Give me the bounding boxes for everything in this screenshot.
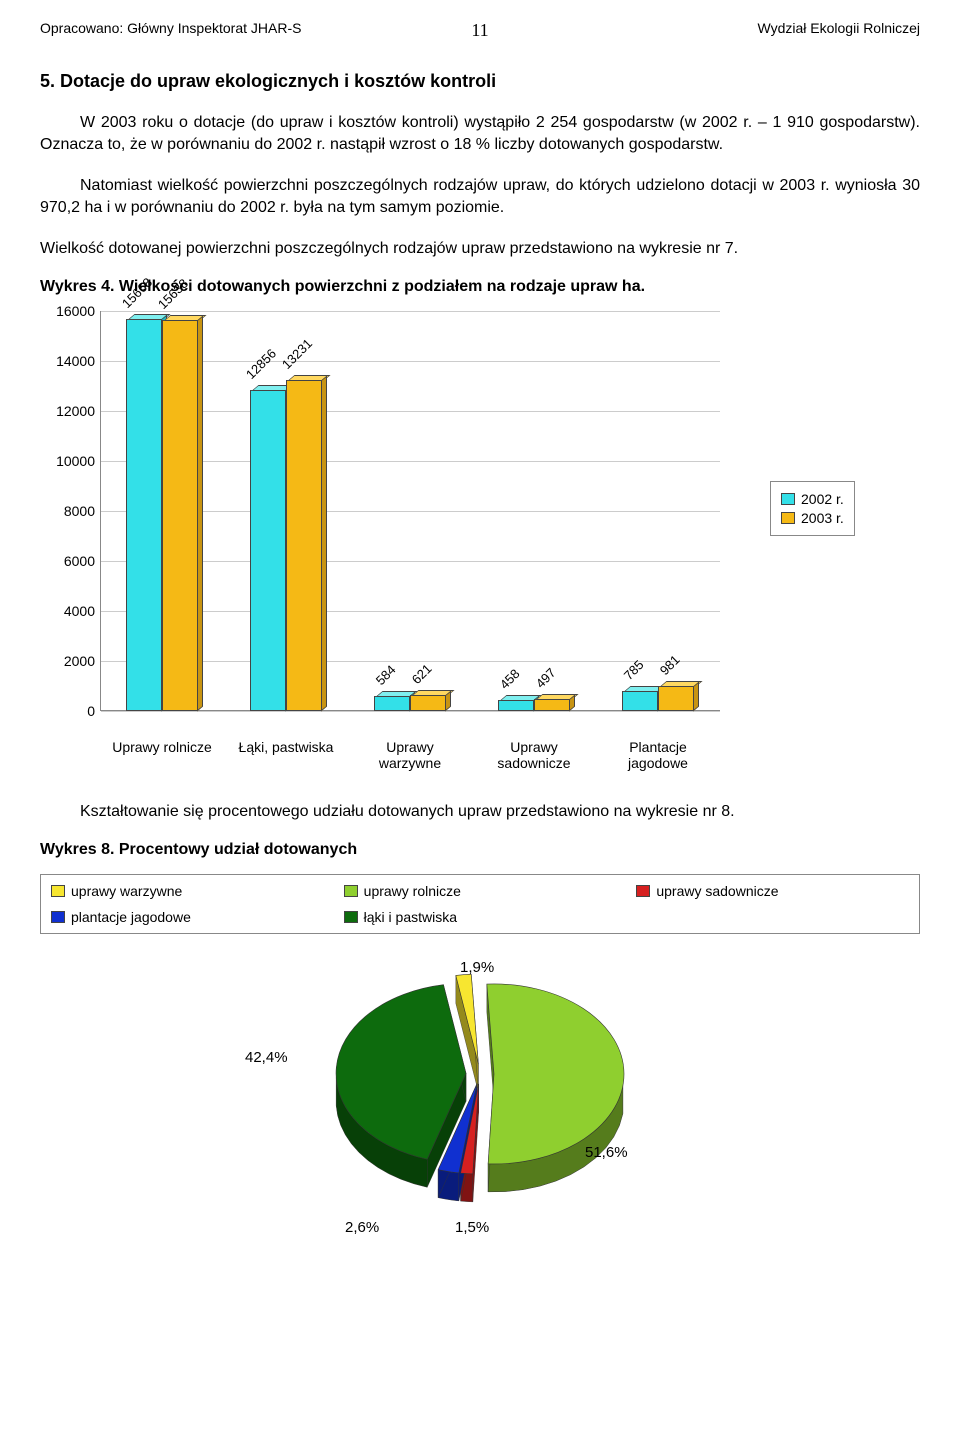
- bar-value-label: 12856: [243, 345, 279, 381]
- y-tick-label: 10000: [40, 453, 95, 469]
- bars-row: 15668156381285613231584621458497785981: [100, 311, 720, 711]
- bar-value-label: 13231: [279, 336, 315, 372]
- pie-label-jagodowe: 2,6%: [345, 1219, 379, 1236]
- pie-legend-label: uprawy warzywne: [71, 883, 182, 899]
- bar-value-label: 584: [373, 662, 399, 688]
- y-tick-label: 12000: [40, 403, 95, 419]
- header-right: Wydział Ekologii Rolniczej: [489, 20, 920, 41]
- pie-legend-label: uprawy rolnicze: [364, 883, 461, 899]
- bar-chart-legend: 2002 r. 2003 r.: [770, 481, 855, 536]
- y-tick-label: 16000: [40, 303, 95, 319]
- pie-legend-item: uprawy warzywne: [51, 883, 324, 899]
- pie-legend-item: uprawy sadownicze: [636, 883, 909, 899]
- pie-legend-swatch: [636, 885, 650, 897]
- pie-legend-label: plantacje jagodowe: [71, 909, 191, 925]
- pie-legend-swatch: [51, 885, 65, 897]
- x-axis-label: Uprawy sadownicze: [479, 739, 589, 771]
- x-axis-label: Łąki, pastwiska: [231, 739, 341, 771]
- y-tick-label: 8000: [40, 503, 95, 519]
- x-axis-label: Uprawy rolnicze: [107, 739, 217, 771]
- pie-label-laki: 42,4%: [245, 1049, 288, 1066]
- x-axis-label: Uprawy warzywne: [355, 739, 465, 771]
- bar-chart: 0200040006000800010000120001400016000 15…: [40, 311, 760, 771]
- pie-legend-item: plantacje jagodowe: [51, 909, 324, 925]
- pie-legend-item: uprawy rolnicze: [344, 883, 617, 899]
- bar: 15668: [126, 319, 162, 711]
- bar-value-label: 981: [657, 652, 683, 678]
- pie-label-warzywne: 1,9%: [460, 959, 494, 976]
- y-tick-label: 0: [40, 703, 95, 719]
- legend-label-2003: 2003 r.: [801, 510, 844, 526]
- y-tick-label: 4000: [40, 603, 95, 619]
- legend-label-2002: 2002 r.: [801, 491, 844, 507]
- paragraph-3: Wielkość dotowanej powierzchni poszczegó…: [40, 238, 920, 260]
- header-page-number: 11: [471, 20, 488, 41]
- bar: 785: [622, 691, 658, 711]
- legend-item-2003: 2003 r.: [781, 510, 844, 526]
- chart8-title: Wykres 8. Procentowy udział dotowanych: [40, 841, 920, 859]
- pie-chart-container: 1,9% 51,6% 1,5% 2,6% 42,4%: [180, 954, 780, 1254]
- bar: 497: [534, 699, 570, 711]
- bar: 621: [410, 695, 446, 711]
- bar: 12856: [250, 390, 286, 711]
- y-tick-label: 14000: [40, 353, 95, 369]
- x-axis-labels: Uprawy rolnicze Łąki, pastwiska Uprawy war…: [100, 739, 720, 771]
- x-axis-label: Plantacje jagodowe: [603, 739, 713, 771]
- pie-legend-swatch: [344, 885, 358, 897]
- bar: 13231: [286, 380, 322, 711]
- pie-legend: uprawy warzywne uprawy rolnicze uprawy sad…: [40, 874, 920, 934]
- pie-legend-swatch: [51, 911, 65, 923]
- bar-value-label: 785: [621, 657, 647, 683]
- bar-group: 1566815638: [117, 319, 207, 711]
- bar: 584: [374, 696, 410, 711]
- bar-group: 458497: [489, 699, 579, 711]
- pie-legend-label: uprawy sadownicze: [656, 883, 778, 899]
- gridline: [101, 711, 720, 712]
- paragraph-1: W 2003 roku o dotacje (do upraw i kosztó…: [40, 112, 920, 157]
- legend-swatch-2002: [781, 493, 795, 505]
- y-tick-label: 2000: [40, 653, 95, 669]
- paragraph-2: Natomiast wielkość powierzchni poszczegó…: [40, 175, 920, 220]
- bar-value-label: 497: [533, 665, 559, 691]
- bar-chart-container: 0200040006000800010000120001400016000 15…: [40, 311, 920, 771]
- pie-legend-swatch: [344, 911, 358, 923]
- paragraph-4: Kształtowanie się procentowego udziału d…: [40, 801, 920, 823]
- section-title: 5. Dotacje do upraw ekologicznych i kosz…: [40, 71, 920, 92]
- header-left: Opracowano: Główny Inspektorat JHAR-S: [40, 20, 471, 41]
- bar: 458: [498, 700, 534, 711]
- bar: 981: [658, 686, 694, 711]
- bar-group: 584621: [365, 695, 455, 711]
- y-tick-label: 6000: [40, 553, 95, 569]
- legend-swatch-2003: [781, 512, 795, 524]
- pie-label-sadownicze: 1,5%: [455, 1219, 489, 1236]
- pie-label-rolnicze: 51,6%: [585, 1144, 628, 1161]
- pie-legend-label: łąki i pastwiska: [364, 909, 457, 925]
- pie-legend-item: łąki i pastwiska: [344, 909, 617, 925]
- legend-item-2002: 2002 r.: [781, 491, 844, 507]
- bar-group: 1285613231: [241, 380, 331, 711]
- page-header: Opracowano: Główny Inspektorat JHAR-S 11…: [40, 20, 920, 41]
- bar: 15638: [162, 320, 198, 711]
- bar-value-label: 621: [409, 661, 435, 687]
- bar-group: 785981: [613, 686, 703, 711]
- pie-chart: [270, 954, 690, 1234]
- bar-value-label: 458: [497, 666, 523, 692]
